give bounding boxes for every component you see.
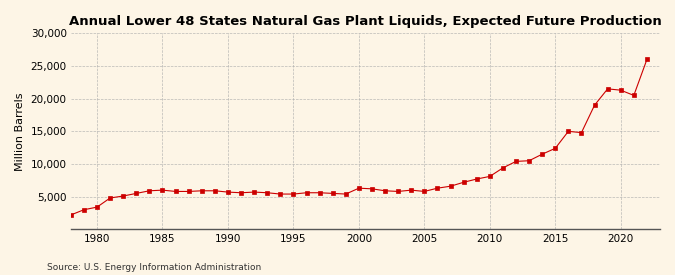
Text: Source: U.S. Energy Information Administration: Source: U.S. Energy Information Administ… bbox=[47, 263, 261, 272]
Y-axis label: Million Barrels: Million Barrels bbox=[15, 92, 25, 170]
Title: Annual Lower 48 States Natural Gas Plant Liquids, Expected Future Production: Annual Lower 48 States Natural Gas Plant… bbox=[69, 15, 662, 28]
